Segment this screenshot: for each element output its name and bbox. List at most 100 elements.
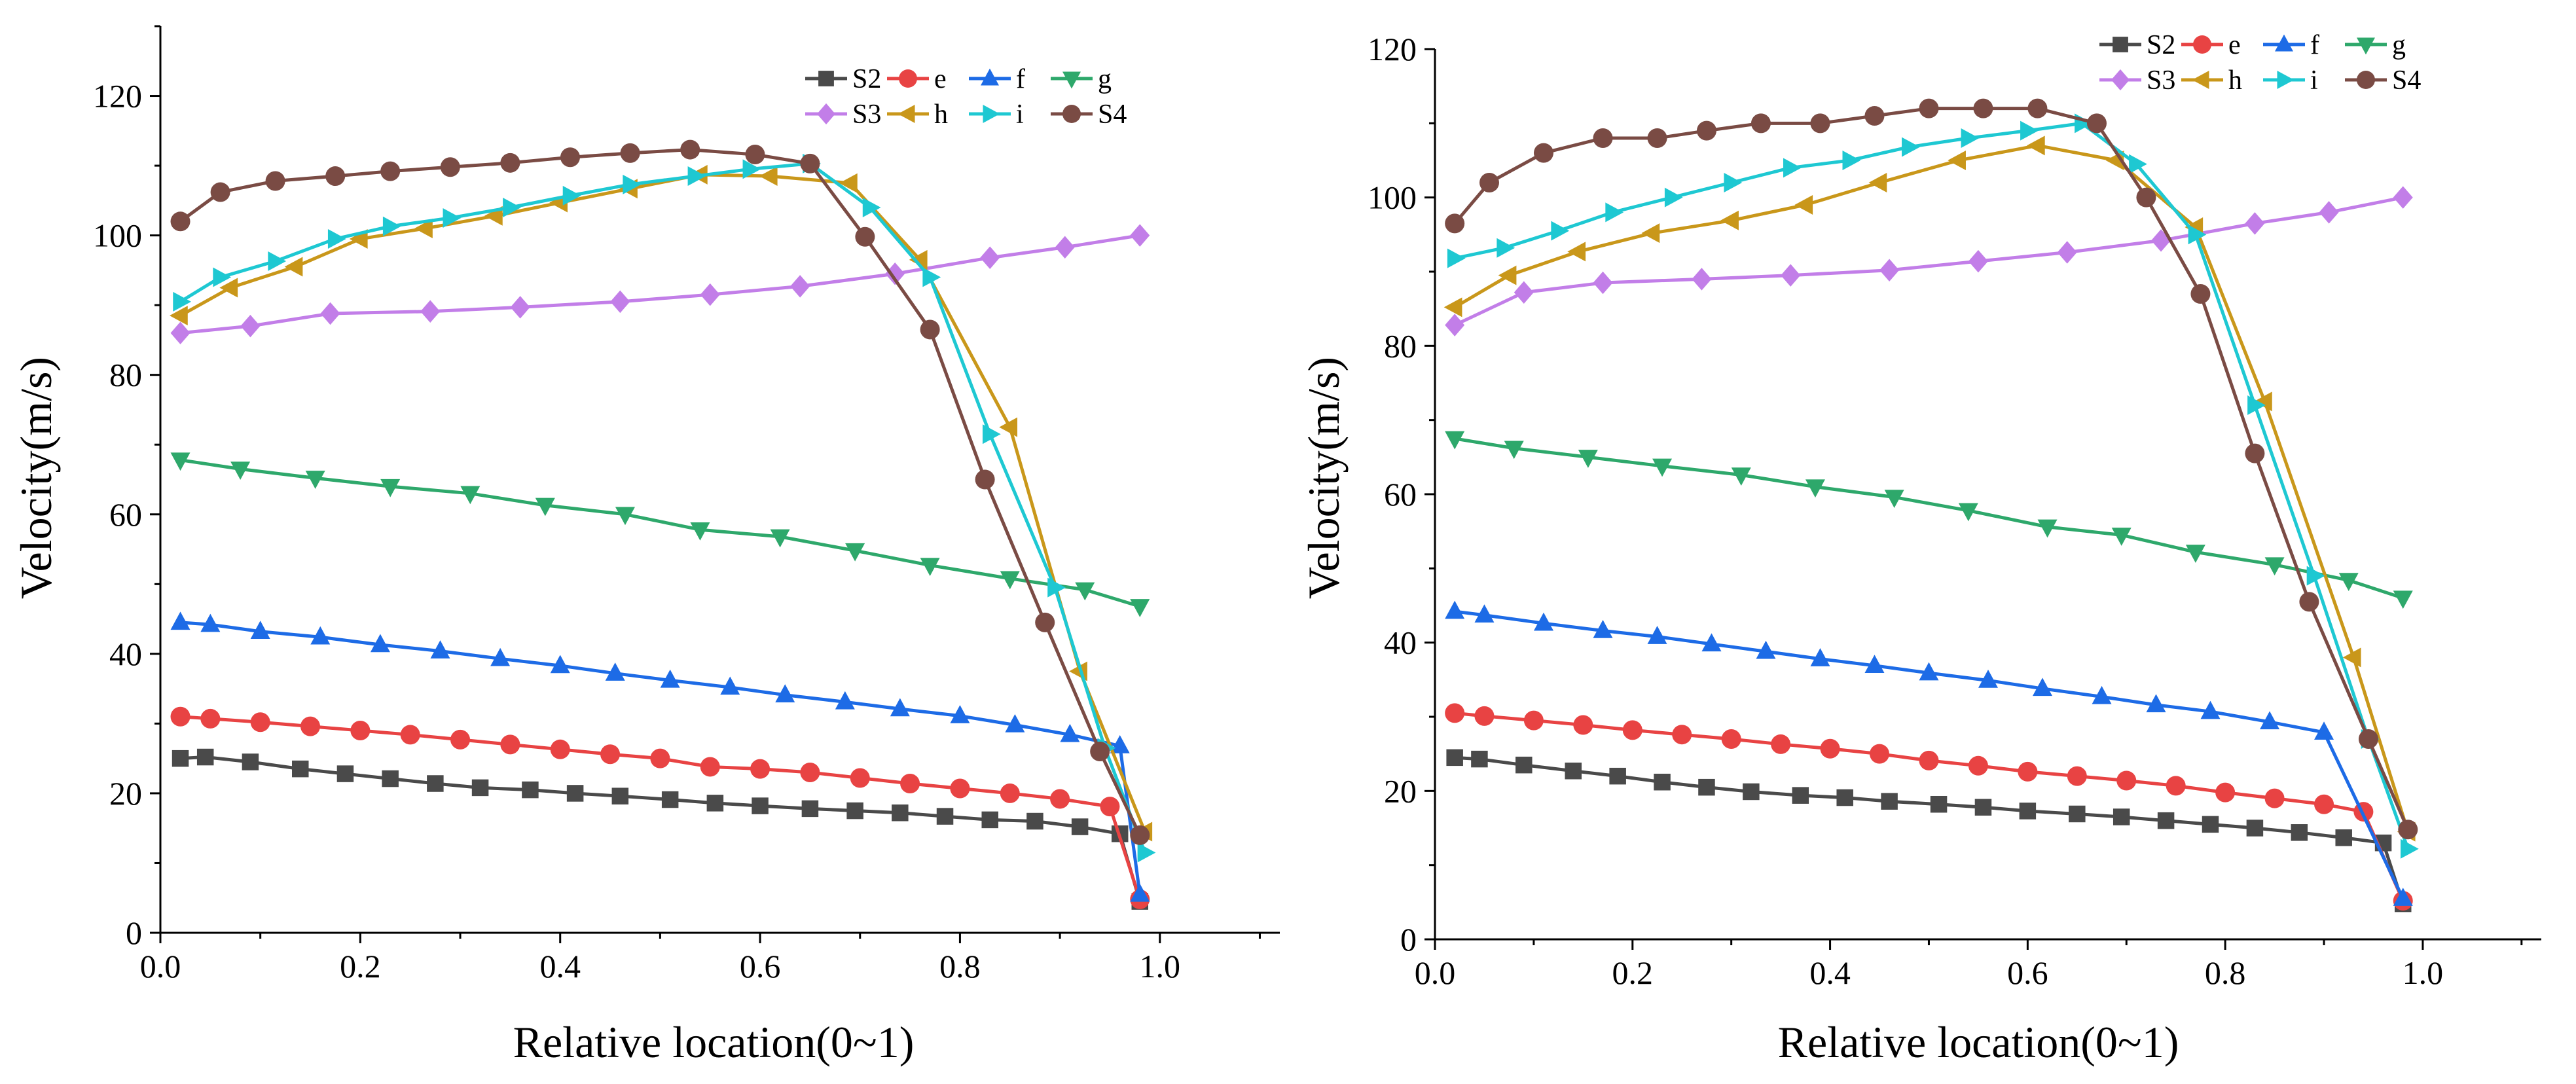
series-line-h [1453, 143, 2410, 833]
data-point-g [1652, 458, 1673, 477]
data-point-S4 [2190, 284, 2211, 304]
data-point-i [922, 267, 941, 287]
data-point-h [1794, 195, 1813, 215]
data-point-f [250, 621, 270, 640]
data-point-f [2314, 721, 2334, 740]
x-tick-label: 0.4 [539, 948, 581, 985]
left-velocity-chart: Velocity(m/s) Relative location(0~1) 0.0… [11, 25, 1280, 1067]
data-point-S3 [1514, 281, 1534, 304]
legend-item-e: e [887, 64, 947, 94]
data-point-f [430, 640, 450, 659]
data-point-f [200, 613, 221, 632]
data-point-e [200, 708, 221, 729]
data-point-h [909, 249, 928, 270]
data-point-e [1919, 750, 1939, 770]
data-point-S3 [1593, 271, 1613, 295]
data-point-S3 [1968, 249, 1988, 273]
data-point-S2 [892, 804, 909, 822]
data-point-f [775, 684, 795, 702]
data-point-f [1978, 669, 1998, 688]
data-point-i [268, 251, 287, 272]
data-point-e [300, 716, 321, 736]
data-point-S2 [382, 770, 399, 787]
data-point-S4 [680, 139, 700, 160]
data-point-h [999, 417, 1018, 437]
data-point-h [1948, 151, 1966, 170]
data-point-e [350, 721, 371, 741]
data-point-S2 [172, 750, 189, 767]
series-line-i [1454, 121, 2410, 850]
series-e [1445, 703, 2413, 911]
data-point-i [562, 185, 581, 206]
data-point-S3 [1781, 264, 1801, 287]
data-point-i [1497, 238, 1515, 258]
x-tick-label: 0.8 [939, 948, 981, 985]
data-point-g [2037, 519, 2058, 538]
data-point-i [213, 267, 232, 287]
data-point-f [1005, 714, 1025, 732]
series-line-e [180, 715, 1142, 900]
data-point-S4 [1479, 173, 1499, 192]
data-point-i [173, 291, 192, 312]
data-point-f [2032, 678, 2052, 696]
data-point-S2 [1792, 787, 1809, 804]
data-point-g [2185, 545, 2205, 563]
data-point-f [720, 676, 740, 695]
data-point-e [1445, 703, 1465, 723]
series-line-g [180, 458, 1140, 608]
legend-label: S2 [2147, 30, 2175, 60]
legend-item-g: g [2345, 30, 2406, 60]
data-point-S3 [980, 246, 1000, 269]
data-point-i [1551, 221, 1570, 241]
series-f [170, 611, 1150, 902]
legend-label: S3 [2147, 65, 2175, 96]
data-point-e [250, 712, 270, 732]
data-point-e [450, 729, 471, 750]
x-tick-label: 1.0 [1140, 948, 1181, 985]
data-point-S4 [620, 143, 640, 163]
data-point-h [1720, 210, 1739, 230]
data-point-g [2111, 528, 2132, 546]
data-point-S3 [1692, 268, 1712, 291]
data-point-e [600, 744, 621, 765]
data-point-i [1664, 187, 1683, 208]
data-point-S4 [2086, 113, 2107, 134]
data-point-g [1958, 503, 1978, 522]
data-point-S2 [1565, 762, 1582, 780]
data-point-f [1474, 604, 1495, 623]
data-point-g [2393, 590, 2413, 609]
data-point-S3 [790, 275, 810, 298]
series-h [170, 164, 1153, 842]
data-point-e [2215, 782, 2236, 803]
data-point-e [700, 757, 720, 777]
legend-item-h: h [2181, 65, 2242, 96]
data-point-e [2018, 761, 2038, 782]
legend-item-S2: S2 [805, 64, 881, 94]
legend-marker-f [2275, 34, 2293, 52]
data-point-e [1523, 710, 1544, 731]
data-point-S2 [1698, 778, 1715, 796]
data-point-S2 [1071, 818, 1089, 835]
series-line-S4 [179, 148, 1142, 836]
legend-item-S4: S4 [2345, 65, 2421, 96]
data-point-i [742, 159, 761, 179]
series-g [170, 452, 1150, 617]
legend-item-f: f [2263, 30, 2319, 60]
data-point-h [219, 278, 238, 298]
legend-label: e [934, 64, 947, 94]
data-point-S2 [471, 779, 489, 797]
data-point-g [1130, 599, 1150, 617]
data-point-S4 [2358, 729, 2378, 749]
data-point-S4 [210, 182, 230, 202]
data-point-e [1721, 729, 1741, 749]
data-point-g [380, 479, 401, 497]
data-point-S3 [1879, 259, 1900, 281]
data-point-f [950, 705, 970, 723]
data-point-S2 [2291, 824, 2308, 841]
legend-marker-S3 [817, 103, 835, 125]
data-point-f [1864, 655, 1885, 674]
data-point-S4 [170, 211, 190, 232]
data-point-e [900, 774, 920, 794]
series-line-i [179, 162, 1147, 854]
data-point-g [1884, 490, 1904, 509]
